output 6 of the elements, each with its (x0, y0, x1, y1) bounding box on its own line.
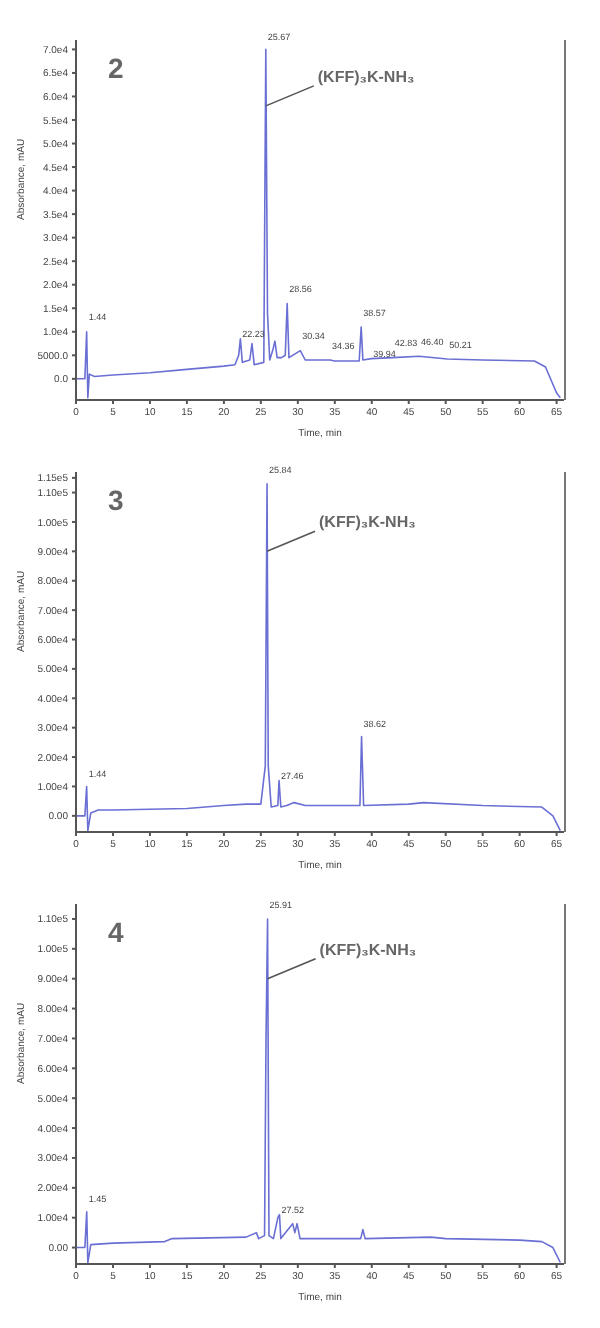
chart-title: 2 (108, 52, 124, 84)
text: 4 (108, 916, 124, 948)
text: 3 (108, 484, 124, 516)
annotation: (KFF)₃K-NH₃ (319, 940, 417, 959)
annotation: (KFF)₃K-NH₃ (319, 513, 417, 532)
annotation: (KFF)₃K-NH₃ (317, 67, 415, 86)
